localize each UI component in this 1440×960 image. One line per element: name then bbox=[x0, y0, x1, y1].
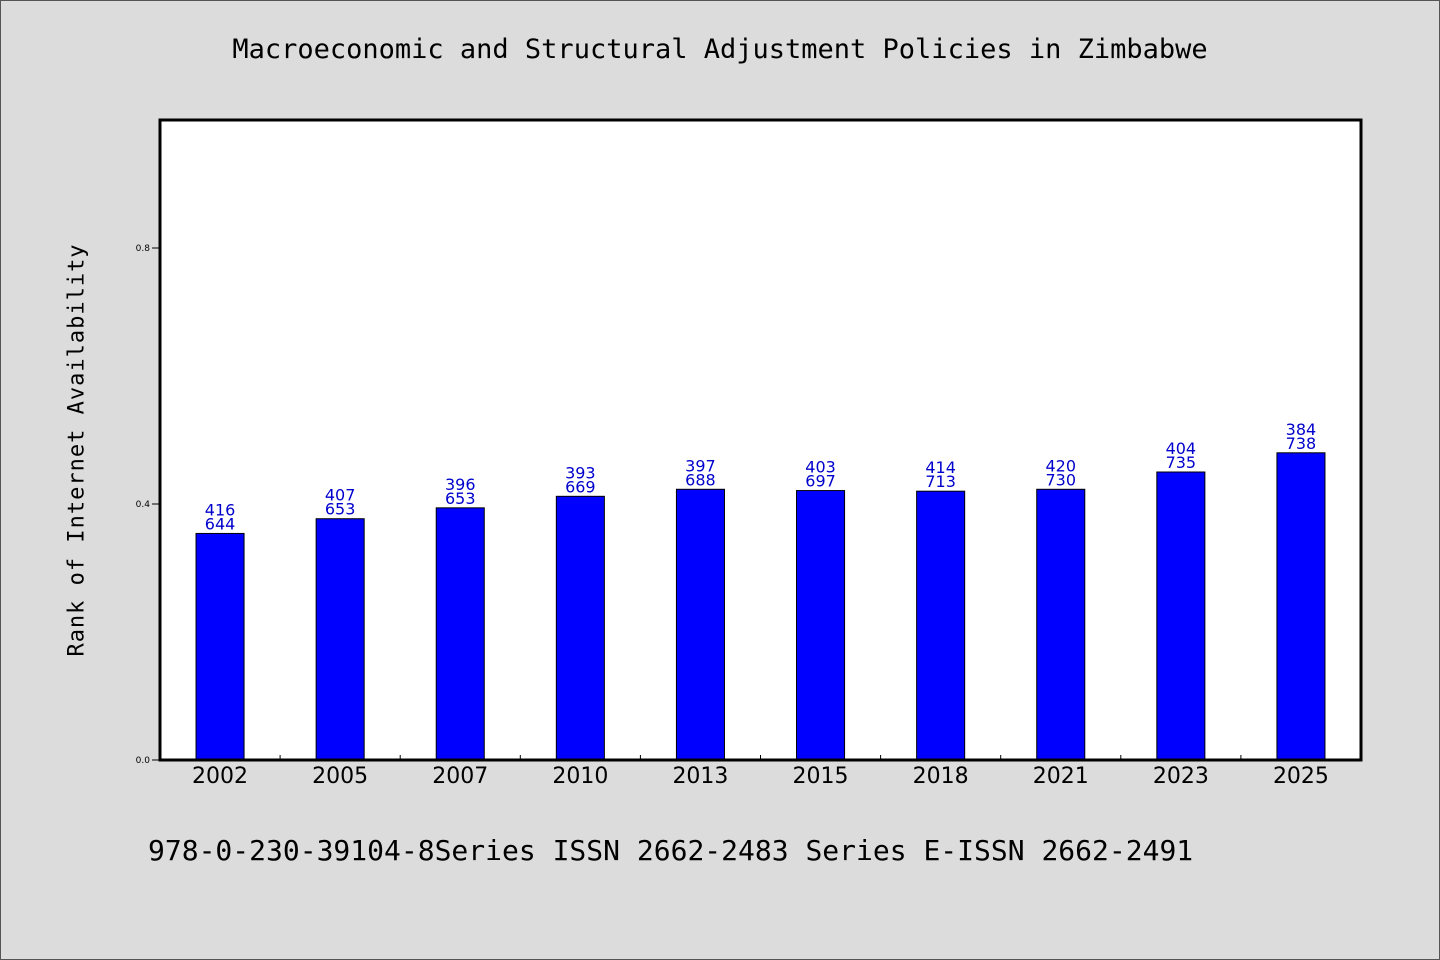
x-tick-label: 2021 bbox=[1033, 764, 1089, 789]
y-tick-label: 0.0 bbox=[136, 756, 151, 766]
y-tick-label: 0.8 bbox=[136, 244, 151, 254]
footnote: 978-0-230-39104-8Series ISSN 2662-2483 S… bbox=[148, 834, 1194, 867]
x-tick-label: 2013 bbox=[672, 764, 728, 789]
x-tick-label: 2018 bbox=[913, 764, 969, 789]
plot-border bbox=[158, 118, 1363, 762]
bar bbox=[1036, 488, 1086, 761]
data-label-top: 407 bbox=[325, 486, 356, 505]
data-label-top: 397 bbox=[685, 456, 716, 475]
y-tick-label: 0.4 bbox=[136, 500, 151, 510]
data-label-top: 384 bbox=[1286, 420, 1317, 439]
data-label-bottom: 735 bbox=[1166, 453, 1197, 472]
data-label-bottom: 697 bbox=[805, 472, 836, 491]
data-label-top: 414 bbox=[925, 458, 956, 477]
data-label-top: 420 bbox=[1045, 456, 1076, 475]
data-label-top: 404 bbox=[1166, 439, 1197, 458]
x-tick-label: 2007 bbox=[432, 764, 488, 789]
bar bbox=[315, 518, 365, 761]
bar bbox=[916, 490, 966, 761]
bar bbox=[1156, 471, 1206, 761]
bar bbox=[195, 532, 245, 761]
bar bbox=[555, 495, 605, 761]
data-label-bottom: 713 bbox=[925, 472, 956, 491]
bar bbox=[1276, 452, 1326, 761]
bar bbox=[675, 488, 725, 761]
x-tick-label: 2010 bbox=[552, 764, 608, 789]
bar bbox=[435, 507, 485, 761]
data-label-top: 396 bbox=[445, 475, 476, 494]
data-label-bottom: 669 bbox=[565, 477, 596, 496]
data-label-bottom: 653 bbox=[325, 500, 356, 519]
x-tick-label: 2023 bbox=[1153, 764, 1209, 789]
x-tick-label: 2002 bbox=[192, 764, 248, 789]
x-tick-label: 2005 bbox=[312, 764, 368, 789]
data-label-bottom: 653 bbox=[445, 489, 476, 508]
data-label-top: 416 bbox=[205, 500, 236, 519]
x-tick-label: 2025 bbox=[1273, 764, 1329, 789]
data-label-bottom: 644 bbox=[205, 514, 236, 533]
data-label-top: 393 bbox=[565, 463, 596, 482]
data-label-bottom: 730 bbox=[1045, 470, 1076, 489]
data-label-bottom: 738 bbox=[1286, 434, 1317, 453]
x-tick-label: 2015 bbox=[793, 764, 849, 789]
chart-title: Macroeconomic and Structural Adjustment … bbox=[232, 34, 1208, 65]
bar bbox=[796, 490, 846, 761]
data-label-top: 403 bbox=[805, 458, 836, 477]
data-label-bottom: 688 bbox=[685, 470, 716, 489]
